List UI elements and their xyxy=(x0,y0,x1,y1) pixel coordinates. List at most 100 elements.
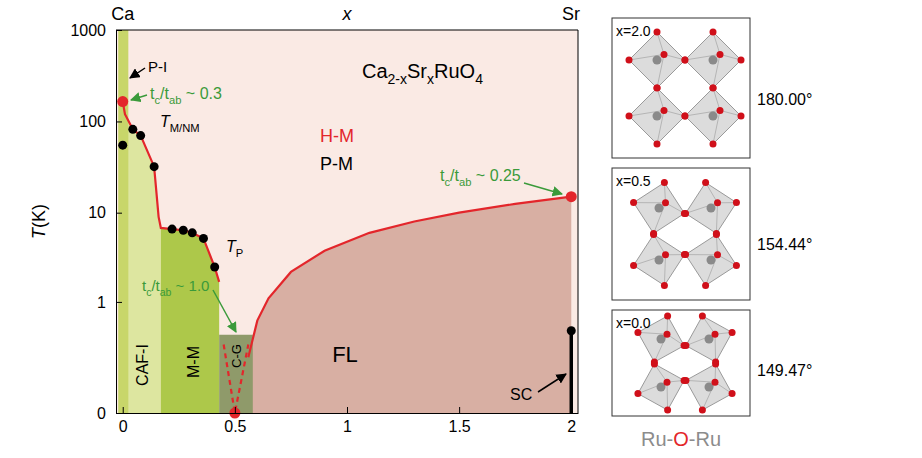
o-atom xyxy=(661,179,668,186)
octahedron-edge xyxy=(664,255,665,286)
data-point xyxy=(150,162,159,171)
y-axis-line xyxy=(116,31,117,414)
ru-atom xyxy=(709,56,718,65)
structure-label: x=2.0 xyxy=(616,23,651,39)
data-point xyxy=(210,262,219,271)
text-part: (K) xyxy=(29,204,49,228)
x-tick-label: 1 xyxy=(343,418,352,435)
annotation: tc/tab ~ 0.3 xyxy=(150,85,222,106)
x-tick-mark xyxy=(571,407,572,413)
bond-angle: 154.44° xyxy=(757,236,812,253)
octahedron xyxy=(682,231,740,289)
octahedron xyxy=(634,360,687,413)
annotation: tc/tab ~ 0.25 xyxy=(440,167,521,188)
phase-boundary xyxy=(224,344,249,413)
structure-box xyxy=(612,168,750,300)
octahedron-edge xyxy=(657,32,664,54)
y-tick-label: 1 xyxy=(97,294,106,311)
bond-angle: 149.47° xyxy=(757,362,812,379)
data-point xyxy=(118,141,127,150)
data-point xyxy=(117,96,128,107)
text-part: H-M xyxy=(320,126,354,146)
annotation: P-M xyxy=(320,154,353,174)
y-axis-title: T(K) xyxy=(29,204,49,239)
structure-label: x=0.5 xyxy=(616,173,651,189)
y-tick-mark xyxy=(116,413,122,414)
annotation: H-M xyxy=(320,126,354,146)
annotations: FLCAF-IM-MP-IC-GSCCaxSrtc/tab ~ 0.3TM/NM… xyxy=(111,4,580,403)
o-atom xyxy=(654,85,661,92)
y-axis: 01101001000 xyxy=(70,22,122,422)
octahedron-face xyxy=(685,32,741,88)
octahedron xyxy=(682,29,745,92)
o-atom xyxy=(664,312,671,319)
o-atom xyxy=(712,379,719,386)
ru-atom xyxy=(707,204,716,213)
o-atom xyxy=(717,107,724,114)
text-part: P-M xyxy=(320,154,353,174)
o-atom xyxy=(682,342,689,349)
text-part: x xyxy=(342,4,353,24)
arrow xyxy=(131,95,147,100)
octahedron-edge xyxy=(686,380,715,382)
structure-caption: Ru-O-Ru xyxy=(641,428,721,450)
x-tick-mark xyxy=(235,407,236,413)
x-tick: 0.5 xyxy=(224,407,246,435)
plot-background xyxy=(116,30,578,413)
text-part: ab xyxy=(160,286,172,298)
octahedron-edge xyxy=(686,203,718,214)
x-tick-label: 2 xyxy=(567,418,576,435)
text-part: ~ 1.0 xyxy=(171,277,209,294)
text-part: ~ 0.25 xyxy=(471,167,520,184)
octahedron-face xyxy=(638,364,684,410)
phase-boundary xyxy=(570,331,574,413)
o-atom xyxy=(662,199,669,206)
data-point xyxy=(567,326,576,335)
o-atom xyxy=(626,57,633,64)
octahedron xyxy=(682,312,735,365)
phase-region xyxy=(123,102,161,413)
octahedron-edge xyxy=(706,255,718,286)
data-point xyxy=(128,125,137,134)
o-atom xyxy=(682,377,689,384)
x-axis: 00.511.52 xyxy=(117,407,579,435)
phase-region xyxy=(118,30,128,413)
x-tick-mark xyxy=(347,407,348,413)
ru-atom xyxy=(653,112,662,121)
text-part: Ca xyxy=(362,60,388,82)
ru-atom xyxy=(653,56,662,65)
o-atom xyxy=(661,107,668,114)
y-tick: 1000 xyxy=(70,22,122,39)
text-part: 4 xyxy=(475,71,483,87)
ru-atom xyxy=(655,256,664,265)
region-label: FL xyxy=(332,342,358,367)
annotation: Ca xyxy=(111,4,135,24)
y-tick: 0 xyxy=(97,405,122,422)
octahedron-face xyxy=(686,364,732,410)
chart-container: 00.511.5201101001000T(K)FLCAF-IM-MP-IC-G… xyxy=(0,0,922,458)
o-atom xyxy=(712,331,719,338)
x-tick: 1 xyxy=(343,407,352,435)
data-point xyxy=(566,191,577,202)
annotation: TP xyxy=(226,238,243,259)
data-point xyxy=(199,234,208,243)
y-tick-mark xyxy=(116,302,122,303)
o-atom xyxy=(702,179,709,186)
o-atom xyxy=(717,51,724,58)
text-part: M/NM xyxy=(170,122,200,134)
o-atom xyxy=(682,251,689,258)
x-tick-mark xyxy=(123,407,124,413)
octahedron-face xyxy=(629,32,685,88)
octahedron-face xyxy=(685,88,741,144)
o-atom xyxy=(664,331,671,338)
octahedron-edge xyxy=(638,332,667,334)
o-atom xyxy=(729,390,736,397)
o-atom xyxy=(682,113,689,120)
octahedron xyxy=(682,85,745,148)
text-part: Ca xyxy=(111,4,135,24)
annotation: Sr xyxy=(562,4,580,24)
text-part: -Ru xyxy=(689,428,721,450)
text-part: x xyxy=(427,71,434,87)
arrow xyxy=(538,374,566,392)
o-atom xyxy=(682,57,689,64)
